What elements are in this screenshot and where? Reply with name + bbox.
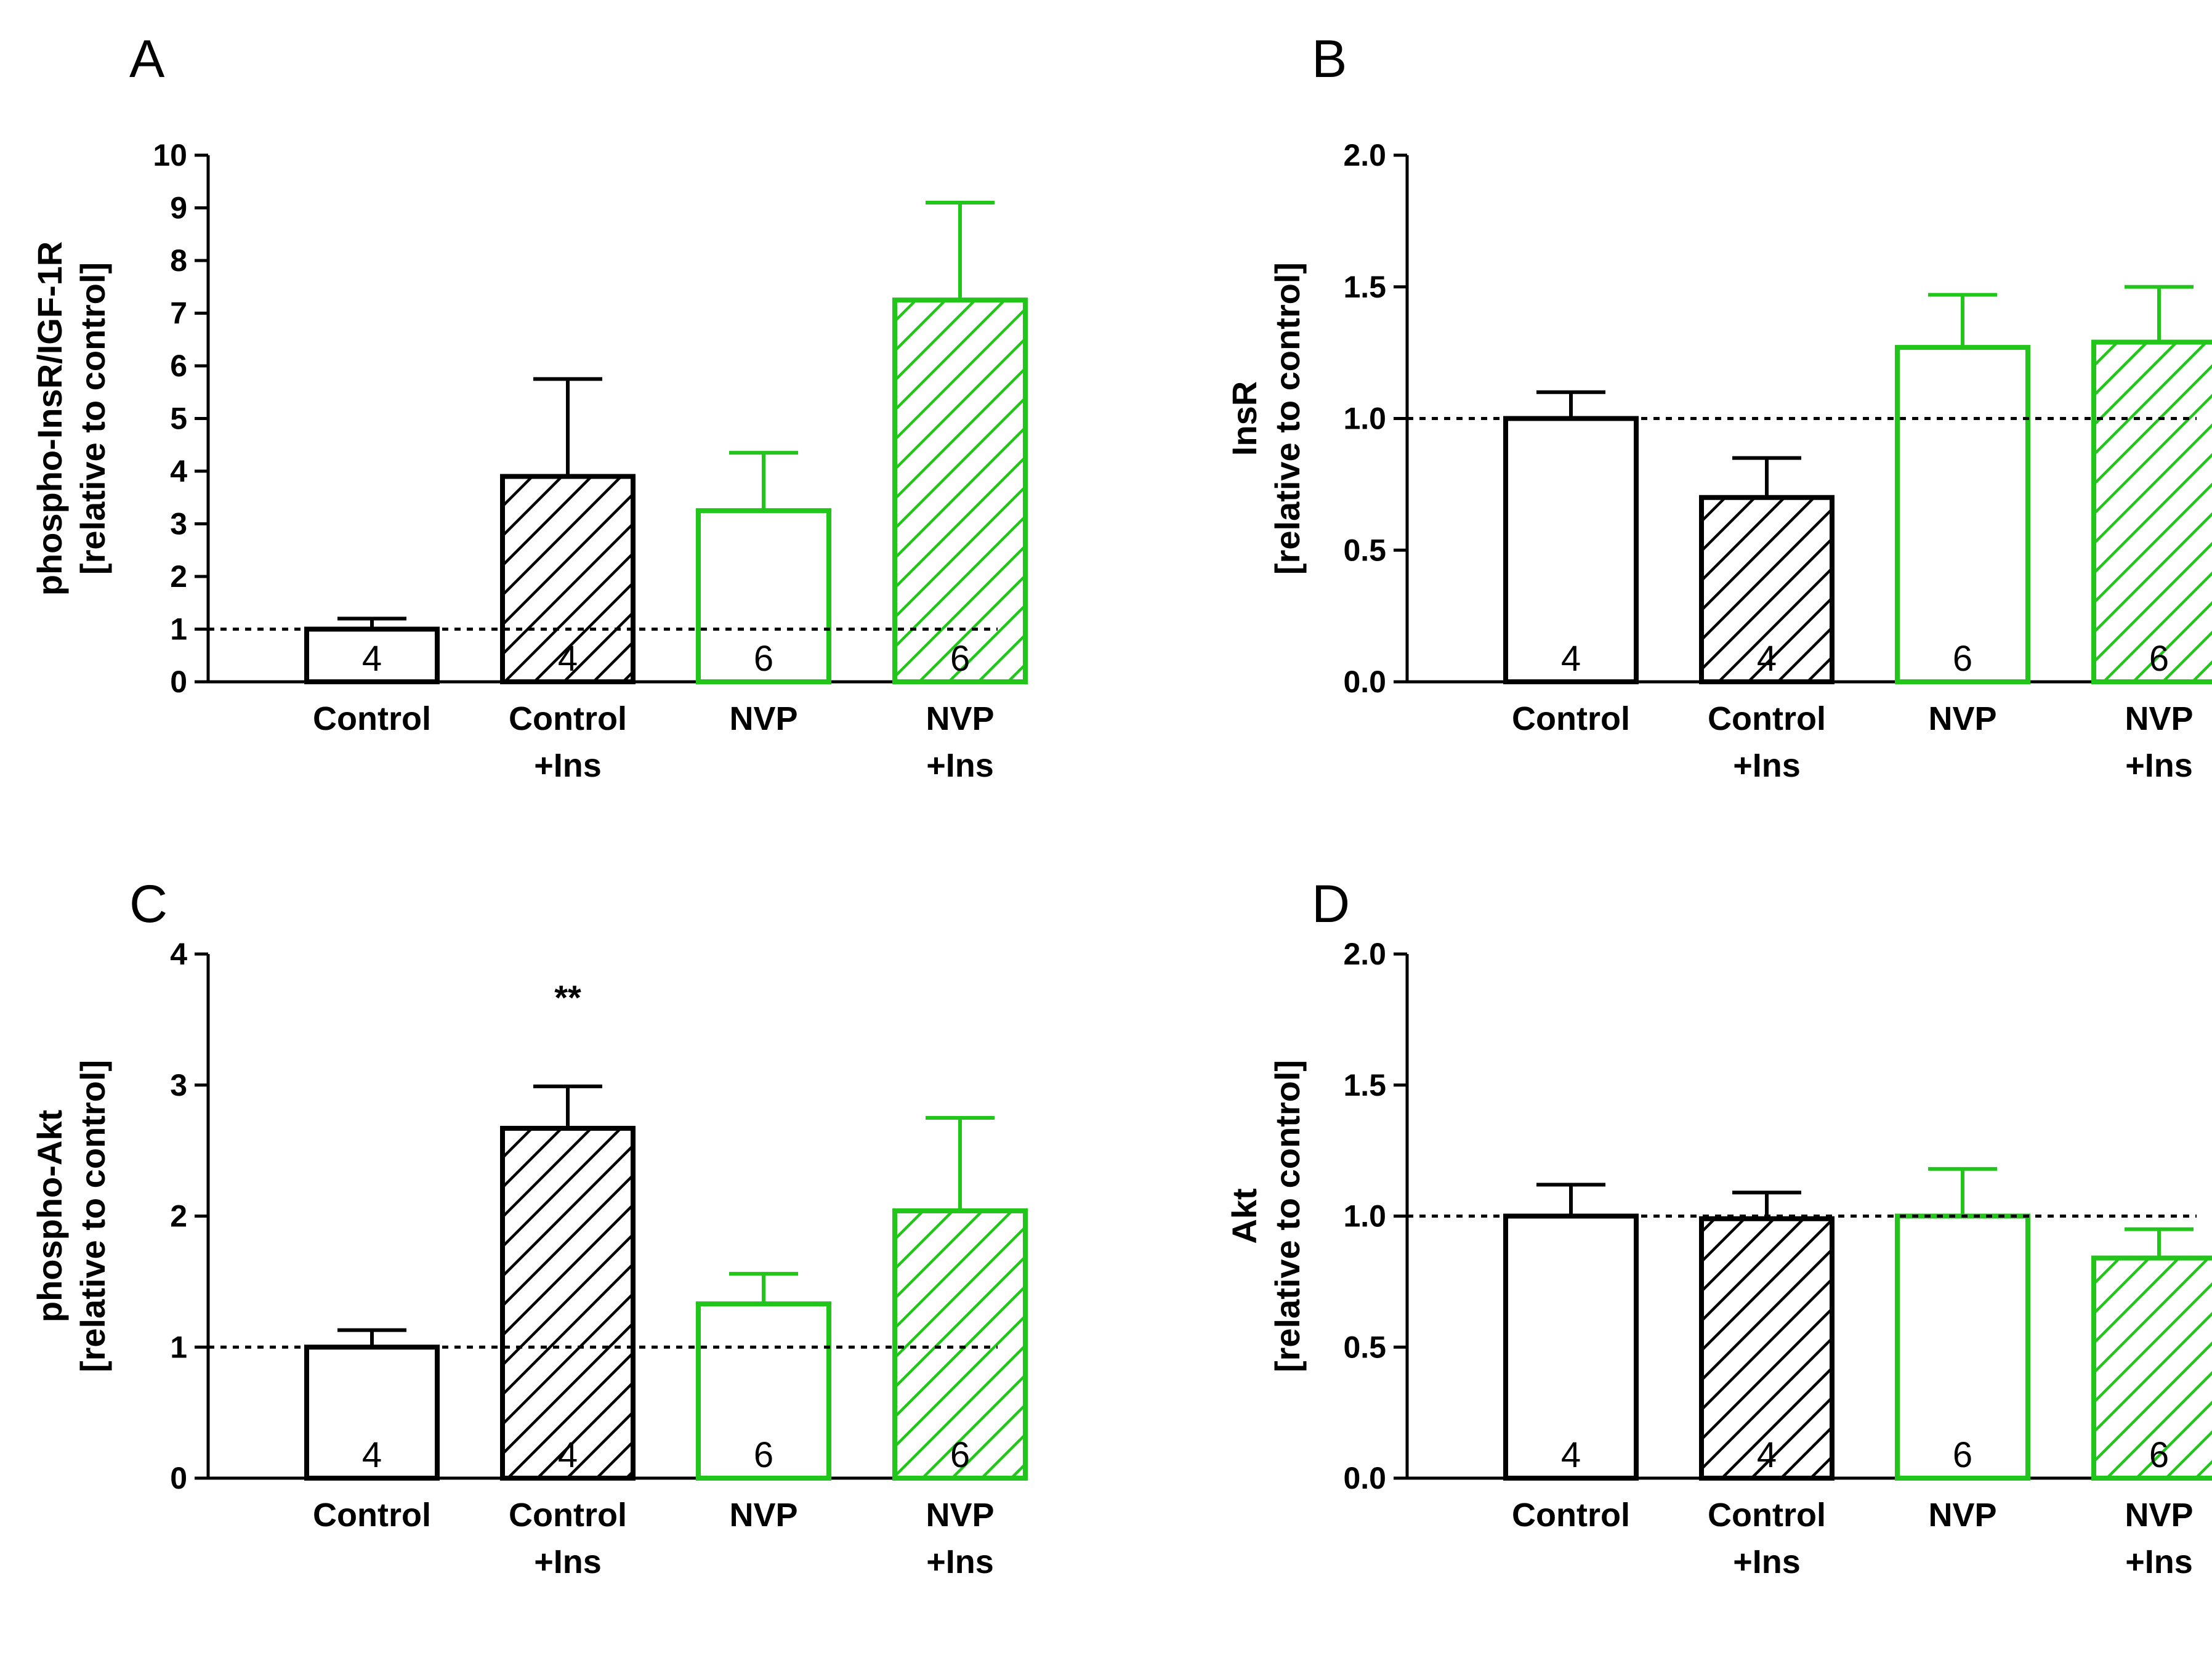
y-tick-label: 0.5: [1343, 1330, 1386, 1364]
x-category-label: Control: [509, 700, 627, 737]
y-tick-label: 10: [153, 138, 187, 172]
bar: [2091, 1255, 2212, 1481]
x-category-label: NVP: [926, 1497, 994, 1534]
x-category-label: +Ins: [1733, 1543, 1801, 1580]
bar-n-label: 4: [362, 639, 382, 679]
y-tick-label: 1.0: [1343, 402, 1386, 436]
x-category-label: NVP: [2125, 1497, 2193, 1534]
bar: [1699, 1216, 1835, 1481]
y-tick-label: 0.0: [1343, 1461, 1386, 1495]
bar-n-label: 6: [754, 639, 773, 679]
y-axis-title-line: phospho-Akt: [30, 1110, 69, 1322]
bar-n-label: 6: [2149, 639, 2169, 679]
bar-n-label: 6: [754, 1435, 773, 1475]
x-category-label: +Ins: [2125, 747, 2193, 784]
x-category-label: Control: [509, 1497, 627, 1534]
bar-n-label: 4: [362, 1435, 382, 1475]
bar: [500, 1125, 636, 1481]
y-tick-label: 2.0: [1343, 937, 1386, 971]
y-tick-label: 4: [170, 454, 187, 488]
y-axis-title-line: [relative to control]: [1268, 262, 1307, 575]
bar: [2091, 339, 2212, 684]
y-tick-label: 3: [170, 507, 187, 541]
x-category-label: NVP: [2125, 700, 2193, 737]
y-axis-title-line: phospho-InsR/IGF-1R: [30, 241, 69, 596]
y-tick-label: 0: [170, 665, 187, 699]
x-category-label: Control: [1512, 1497, 1630, 1534]
x-category-label: Control: [313, 700, 431, 737]
y-tick-label: 1: [170, 1330, 187, 1364]
x-category-label: Control: [1708, 1497, 1826, 1534]
bar: [892, 1208, 1028, 1481]
x-category-label: Control: [313, 1497, 431, 1534]
x-category-label: NVP: [729, 1497, 797, 1534]
y-tick-label: 1: [170, 612, 187, 647]
bar: [304, 1345, 440, 1481]
y-tick-label: 2: [170, 1199, 187, 1234]
x-category-label: NVP: [1928, 1497, 1996, 1534]
bar-n-label: 6: [2149, 1435, 2169, 1475]
x-category-label: +Ins: [2125, 1543, 2193, 1580]
bar-n-label: 6: [1953, 1435, 1972, 1475]
bar: [1895, 1213, 2030, 1481]
significance-label: **: [554, 978, 581, 1017]
y-tick-label: 0.5: [1343, 533, 1386, 567]
bar: [892, 297, 1028, 684]
y-tick-label: 1.5: [1343, 1068, 1386, 1102]
x-category-label: +Ins: [926, 747, 994, 784]
bar: [696, 1301, 831, 1481]
bar-n-label: 4: [558, 1435, 578, 1475]
x-category-label: Control: [1708, 700, 1826, 737]
y-tick-label: 1.0: [1343, 1199, 1386, 1234]
panel-b: B InsR [relative to control] 0.0 0.5 1.0 1.5 2.…: [1225, 30, 2212, 784]
y-tick-label: 0: [170, 1461, 187, 1495]
y-tick-label: 3: [170, 1068, 187, 1102]
x-category-label: +Ins: [1733, 747, 1801, 784]
bar-n-label: 6: [950, 1435, 970, 1475]
bar-n-label: 6: [1953, 639, 1972, 679]
x-category-label: +Ins: [534, 1543, 602, 1580]
bar: [304, 626, 440, 684]
y-tick-label: 0.0: [1343, 665, 1386, 699]
y-tick-label: 5: [170, 402, 187, 436]
x-category-label: NVP: [926, 700, 994, 737]
bar-n-label: 4: [1561, 1435, 1581, 1475]
y-tick-label: 6: [170, 349, 187, 383]
bar: [1699, 495, 1835, 684]
y-tick-label: 9: [170, 191, 187, 225]
panel-letter: A: [129, 30, 165, 89]
y-tick-label: 2.0: [1343, 138, 1386, 172]
x-category-label: NVP: [1928, 700, 1996, 737]
bar-n-label: 6: [950, 639, 970, 679]
y-axis-title-line: Akt: [1225, 1188, 1264, 1244]
x-category-label: +Ins: [534, 747, 602, 784]
x-category-label: +Ins: [926, 1543, 994, 1580]
bar: [1503, 416, 1639, 684]
panel-letter: D: [1312, 875, 1350, 934]
y-tick-label: 8: [170, 243, 187, 278]
y-tick-label: 1.5: [1343, 270, 1386, 304]
panel-letter: C: [129, 875, 168, 934]
bar: [1895, 345, 2030, 684]
y-tick-label: 7: [170, 296, 187, 331]
y-axis-title-line: [relative to control]: [73, 1060, 112, 1372]
y-axis-title-line: InsR: [1225, 381, 1264, 456]
bar-n-label: 4: [1561, 639, 1581, 679]
bar: [696, 508, 831, 684]
x-category-label: NVP: [729, 700, 797, 737]
y-tick-label: 2: [170, 559, 187, 594]
panel-d: D Akt [relative to control] 0.0 0.5 1.0 1.5 2.0…: [1225, 875, 2212, 1580]
panel-letter: B: [1312, 30, 1347, 89]
y-axis-title-line: [relative to control]: [73, 262, 112, 575]
y-axis-title-line: [relative to control]: [1268, 1060, 1307, 1372]
bar-n-label: 4: [558, 639, 578, 679]
y-tick-label: 4: [170, 937, 187, 971]
bar-n-label: 4: [1757, 1435, 1777, 1475]
x-category-label: Control: [1512, 700, 1630, 737]
bar: [500, 474, 636, 684]
bar-n-label: 4: [1757, 639, 1777, 679]
